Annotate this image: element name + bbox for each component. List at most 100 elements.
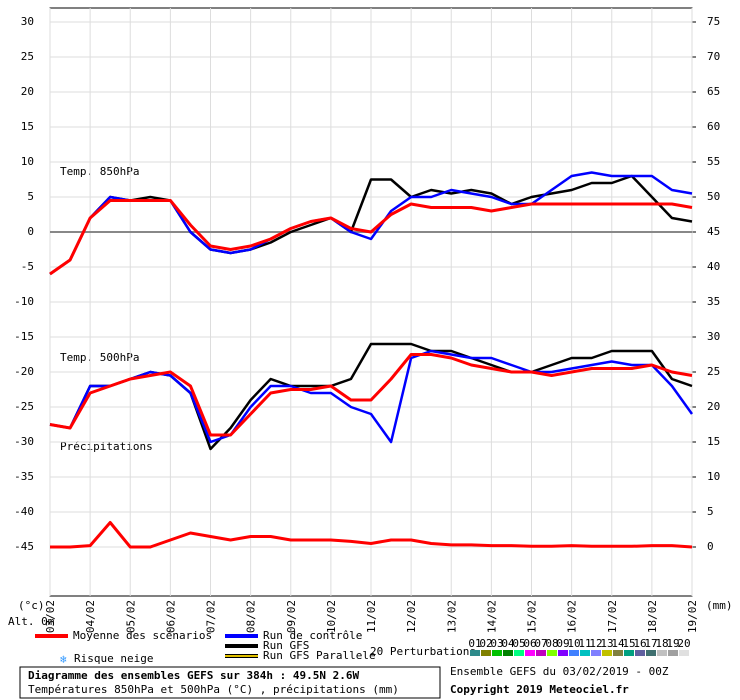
perturbation-label: 04 <box>501 637 515 650</box>
x-tick-label: 17/02 <box>606 600 619 633</box>
y-tick-label: -15 <box>14 330 34 343</box>
perturbation-swatch <box>536 650 546 656</box>
x-tick-label: 19/02 <box>686 600 699 633</box>
y-tick-label: 15 <box>21 120 34 133</box>
t850-line <box>49 174 693 276</box>
y-tick-label: 0 <box>27 225 34 238</box>
perturbation-swatch <box>470 650 480 656</box>
y-tick-label: -5 <box>21 260 34 273</box>
perturbation-label: 20 <box>677 637 690 650</box>
x-tick-label: 03/02 <box>44 600 57 633</box>
y2-tick-label: 35 <box>707 295 720 308</box>
y2-tick-label: 55 <box>707 155 720 168</box>
y-tick-label: 5 <box>27 190 34 203</box>
y-tick-label: 30 <box>21 15 34 28</box>
perturbation-label: 13 <box>600 637 613 650</box>
y2-tick-label: 65 <box>707 85 720 98</box>
y-tick-label: -45 <box>14 540 34 553</box>
y-tick-label: -25 <box>14 400 34 413</box>
y2-tick-label: 50 <box>707 190 720 203</box>
perturbation-swatch <box>602 650 612 656</box>
y-tick-label: 25 <box>21 50 34 63</box>
perturbation-label: 06 <box>523 637 536 650</box>
y-tick-label: 10 <box>21 155 34 168</box>
perturbation-swatch <box>514 650 524 656</box>
x-tick-label: 14/02 <box>485 600 498 633</box>
perturbation-swatch <box>547 650 557 656</box>
chart-title: Diagramme des ensembles GEFS sur 384h : … <box>28 669 360 682</box>
perturbation-swatch <box>525 650 535 656</box>
y2-tick-label: 40 <box>707 260 720 273</box>
perturbation-label: 16 <box>633 637 646 650</box>
perturbation-swatch <box>580 650 590 656</box>
perturbation-label: 07 <box>534 637 547 650</box>
perturbation-label: 11 <box>578 637 591 650</box>
perturbation-swatch <box>503 650 513 656</box>
y2-tick-label: 70 <box>707 50 720 63</box>
perturbation-label: 15 <box>622 637 635 650</box>
annotation: Temp. 500hPa <box>60 351 139 364</box>
x-tick-label: 15/02 <box>526 600 539 633</box>
legend-label: Moyenne des scénarios <box>73 629 212 642</box>
perturbation-swatch <box>558 650 568 656</box>
y2-tick-label: 30 <box>707 330 720 343</box>
perturbation-label: 05 <box>512 637 525 650</box>
perturbation-label: 08 <box>545 637 558 650</box>
x-tick-label: 12/02 <box>405 600 418 633</box>
perturbation-label: 01 <box>468 637 481 650</box>
perturbation-swatch <box>635 650 645 656</box>
x-tick-label: 13/02 <box>445 600 458 633</box>
y2-tick-label: 5 <box>707 505 714 518</box>
perturbation-label: 12 <box>589 637 602 650</box>
y-tick-label: -10 <box>14 295 34 308</box>
perturbation-label: 03 <box>490 637 503 650</box>
y-tick-label: -40 <box>14 505 34 518</box>
y-tick-label: -35 <box>14 470 34 483</box>
t500-line <box>49 353 693 437</box>
x-tick-label: 07/02 <box>205 600 218 633</box>
t850-line <box>49 199 693 276</box>
y2-tick-label: 45 <box>707 225 720 238</box>
perturbation-label: 02 <box>479 637 492 650</box>
perturbation-swatch <box>679 650 689 656</box>
x-tick-label: 09/02 <box>285 600 298 633</box>
perturbation-swatch <box>613 650 623 656</box>
info-box <box>19 666 441 699</box>
perturbation-label: 09 <box>556 637 569 650</box>
y-tick-label: -20 <box>14 365 34 378</box>
perturbation-swatch <box>668 650 678 656</box>
x-tick-label: 05/02 <box>124 600 137 633</box>
perturbation-label: 10 <box>567 637 580 650</box>
y-tick-label: 20 <box>21 85 34 98</box>
snow-icon: ❄ <box>60 653 67 666</box>
perturbation-label: 18 <box>655 637 668 650</box>
perturbation-label: 19 <box>666 637 679 650</box>
x-tick-label: 18/02 <box>646 600 659 633</box>
y2-unit: (mm) <box>706 599 733 612</box>
x-tick-label: 16/02 <box>566 600 579 633</box>
x-tick-label: 04/02 <box>84 600 97 633</box>
precip-line <box>50 521 693 549</box>
annotation: Précipitations <box>60 440 153 453</box>
perturbation-swatch <box>624 650 634 656</box>
perturbation-label: 17 <box>644 637 657 650</box>
x-tick-label: 06/02 <box>164 600 177 633</box>
x-tick-label: 08/02 <box>245 600 258 633</box>
y2-tick-label: 75 <box>707 15 720 28</box>
annotation: Temp. 850hPa <box>60 165 139 178</box>
y-tick-label: -30 <box>14 435 34 448</box>
perturbation-swatch <box>569 650 579 656</box>
y-unit: (°c) <box>18 599 45 612</box>
y2-tick-label: 20 <box>707 400 720 413</box>
y2-tick-label: 25 <box>707 365 720 378</box>
perturbation-swatch <box>591 650 601 656</box>
y2-tick-label: 10 <box>707 470 720 483</box>
legend-label: Risque neige <box>74 652 153 665</box>
y2-tick-label: 15 <box>707 435 720 448</box>
legend-label: Run de contrôle <box>263 629 362 642</box>
y2-tick-label: 0 <box>707 540 714 553</box>
legend-label: 20 Perturbations <box>370 645 476 658</box>
x-tick-label: 11/02 <box>365 600 378 633</box>
perturbation-swatch <box>657 650 667 656</box>
